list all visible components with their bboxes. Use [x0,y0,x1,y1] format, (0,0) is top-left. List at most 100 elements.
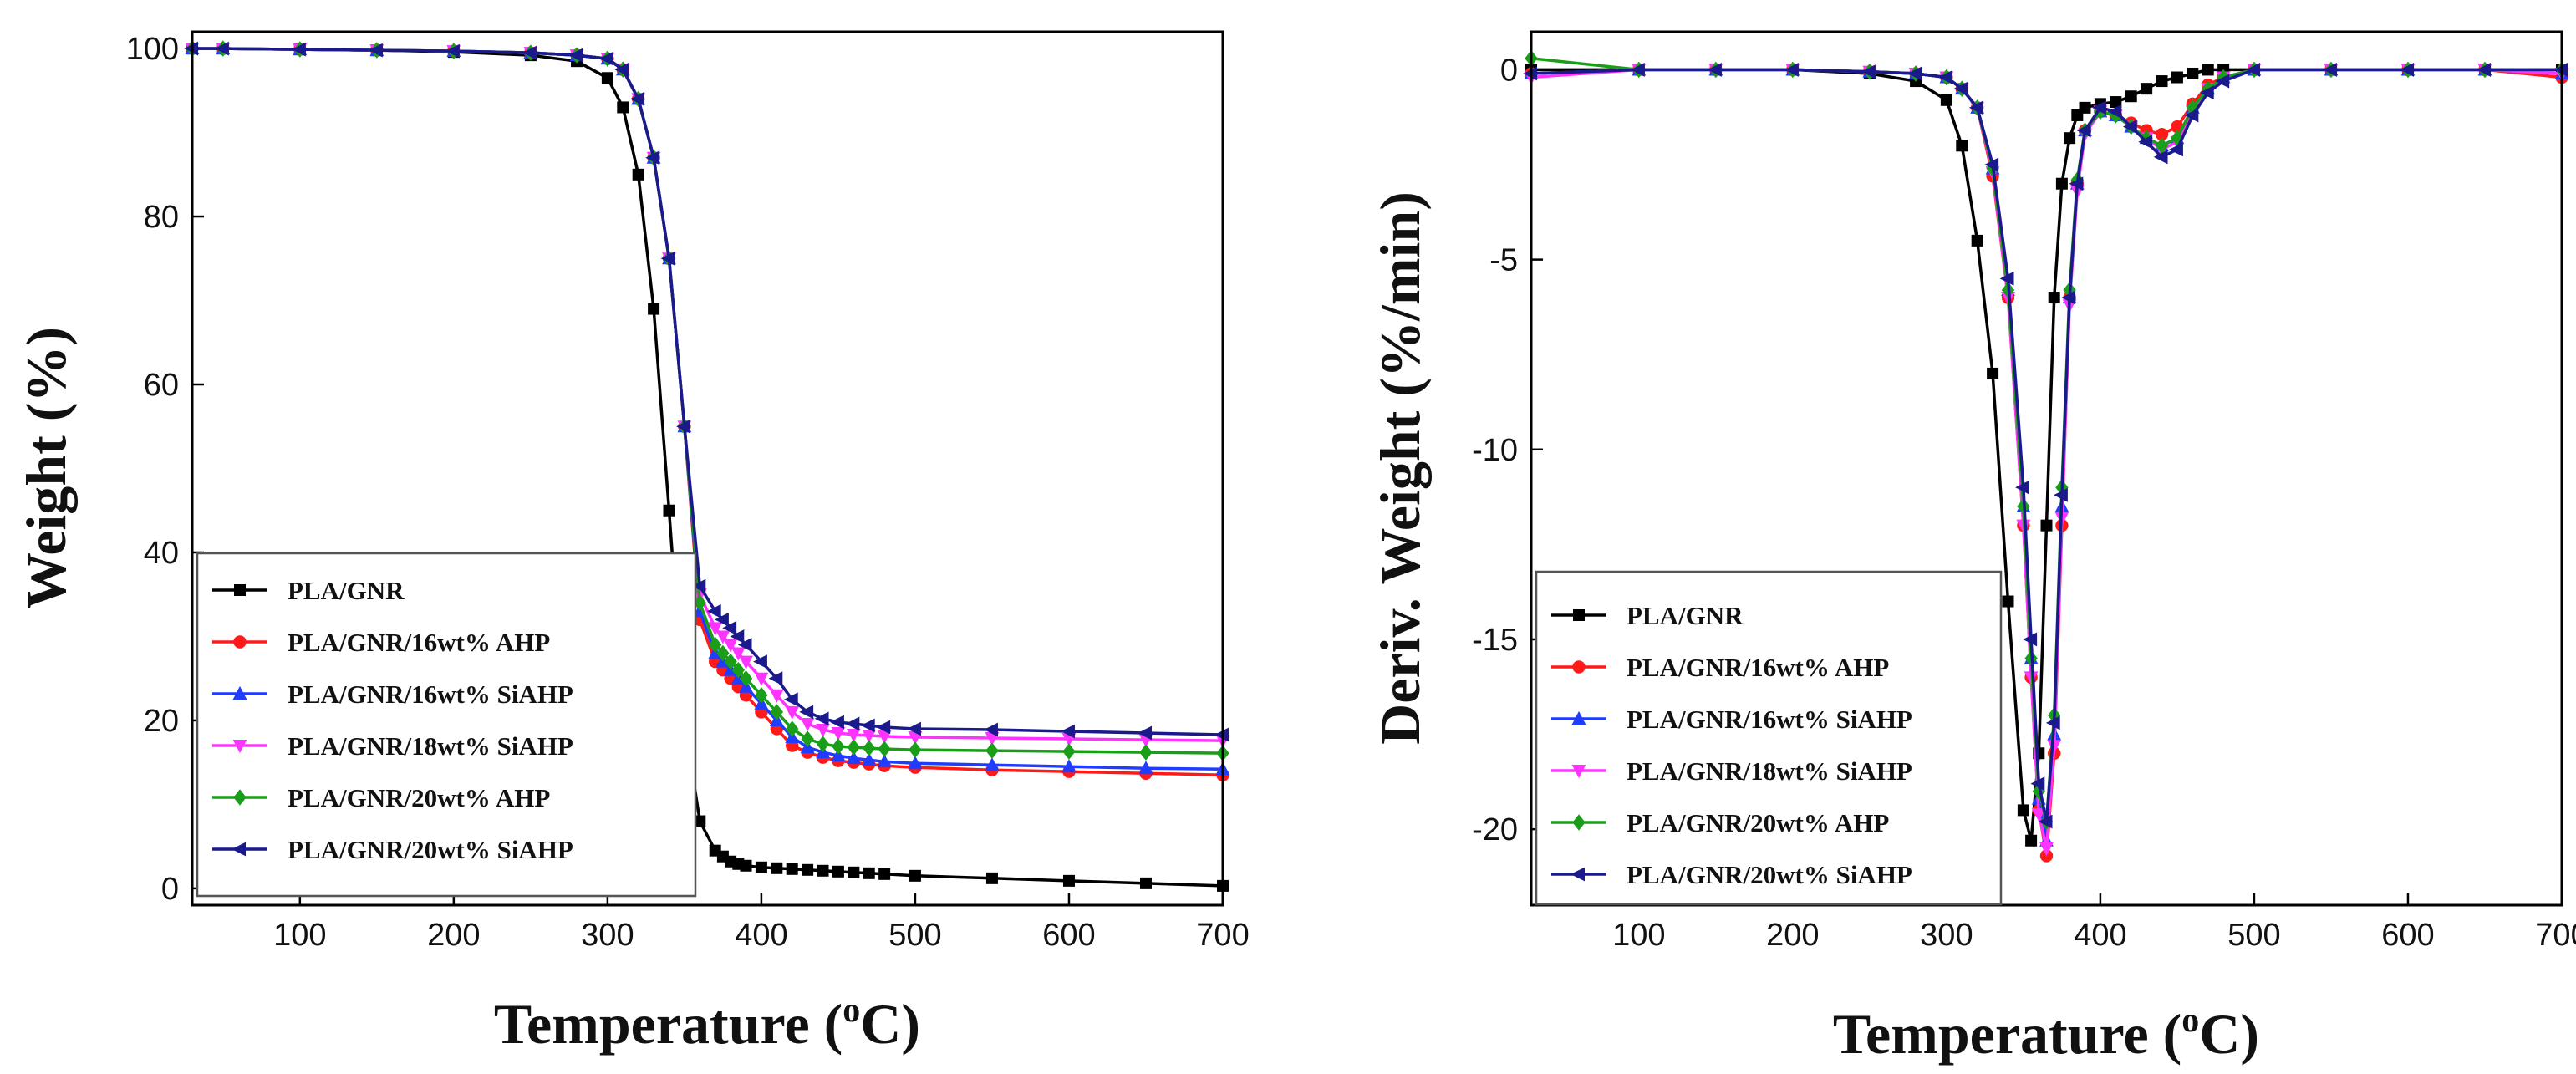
data-point [785,705,800,720]
legend-box [1535,570,2003,906]
data-point [739,655,753,669]
data-point [599,51,613,66]
data-point [1984,157,1999,172]
data-point [2054,487,2068,502]
data-point [2171,71,2183,84]
data-point [877,754,892,768]
data-point [847,739,861,756]
data-point [768,671,783,686]
data-point [445,43,460,59]
data-point [816,736,830,752]
data-point [1861,64,1876,79]
data-point [1708,63,1722,77]
data-point [2122,120,2137,134]
y-tick-label: -5 [1489,243,1518,278]
data-point [2092,100,2106,115]
data-point [2125,90,2137,103]
data-point [985,742,999,759]
data-point [862,752,877,766]
data-point [2199,85,2214,100]
legend: PLA/GNR PLA/GNR/16wt% AHP PLA/GNR/16wt% Si… [196,552,697,898]
data-point [909,869,921,882]
legend-swatch-marker [1571,867,1585,882]
data-point [1940,94,1952,106]
data-point [617,101,629,114]
data-point [1956,140,1968,152]
data-point [799,705,814,720]
legend-swatch-marker [232,842,246,857]
data-point [771,862,783,874]
data-point [2155,127,2169,141]
data-point [694,815,706,827]
data-point [1987,367,1999,379]
data-point [2047,740,2062,754]
data-point [2107,104,2122,119]
y-tick-label: 60 [144,368,179,403]
legend-label: PLA/GNR/20wt% AHP [1627,808,1889,837]
series-line [1530,68,2562,823]
data-point [716,644,730,662]
data-point [1061,759,1077,773]
data-point [2187,67,2199,79]
x-tick-label: 700 [1196,918,1249,953]
y-tick-label: -15 [1472,623,1518,658]
data-point [832,738,845,755]
legend-label: PLA/GNR [288,576,405,605]
data-point [754,672,769,686]
data-point [876,720,891,735]
data-point [1139,744,1153,761]
y-tick-label: 20 [144,704,179,739]
legend-label: PLA/GNR/20wt% SiAHP [1627,860,1912,889]
data-point [878,868,891,880]
plot-frame [1530,30,2563,907]
legend-swatch-marker [233,789,247,806]
data-point [832,865,844,878]
legend-swatch-marker [1572,660,1586,674]
x-tick-label: 300 [1920,918,1973,953]
data-point [522,45,537,60]
data-point [783,692,798,707]
legend-label: PLA/GNR [1627,601,1744,630]
series-line [1531,68,2562,842]
data-point [730,629,745,644]
data-point [802,863,814,876]
x-axis-label: Temperature (oC) [494,991,920,1056]
legend-swatch-marker [1573,609,1585,621]
y-axis-label: Deriv. Weight (%/min) [1368,191,1432,745]
data-point [1971,234,1983,247]
x-tick-label: 400 [2074,918,2126,953]
y-tick-label: 100 [126,32,179,67]
data-point [909,741,922,758]
data-point [2138,135,2153,150]
data-point [1631,63,1645,77]
data-point [1138,761,1153,775]
legend: PLA/GNR PLA/GNR/16wt% AHP PLA/GNR/16wt% Si… [1535,570,2003,906]
data-point [601,72,613,84]
x-axis-label: Temperature (oC) [1833,1001,2259,1066]
data-point [629,91,644,106]
data-point [878,741,891,757]
y-tick-label: 0 [1500,53,1518,88]
data-point [2023,632,2038,647]
data-point [691,578,706,593]
legend-label: PLA/GNR/18wt% SiAHP [1627,756,1912,786]
data-point [645,150,660,165]
series-layer [184,40,1230,892]
tick-layer: 100 200 300 400 500 600 700 0 -5 -10 -15 -20 [1472,53,2576,953]
data-point [2169,142,2183,157]
data-point [715,630,731,644]
series-layer [1523,50,2569,863]
data-point [755,686,768,704]
data-point [1999,271,2014,286]
data-point [848,866,860,878]
data-point [739,669,753,687]
x-tick-label: 200 [1766,918,1819,953]
data-point [831,727,846,741]
data-point [786,863,798,875]
data-point [632,168,644,181]
data-point [723,639,738,653]
data-point [2079,101,2091,114]
data-point [831,748,846,762]
data-point [908,731,923,746]
